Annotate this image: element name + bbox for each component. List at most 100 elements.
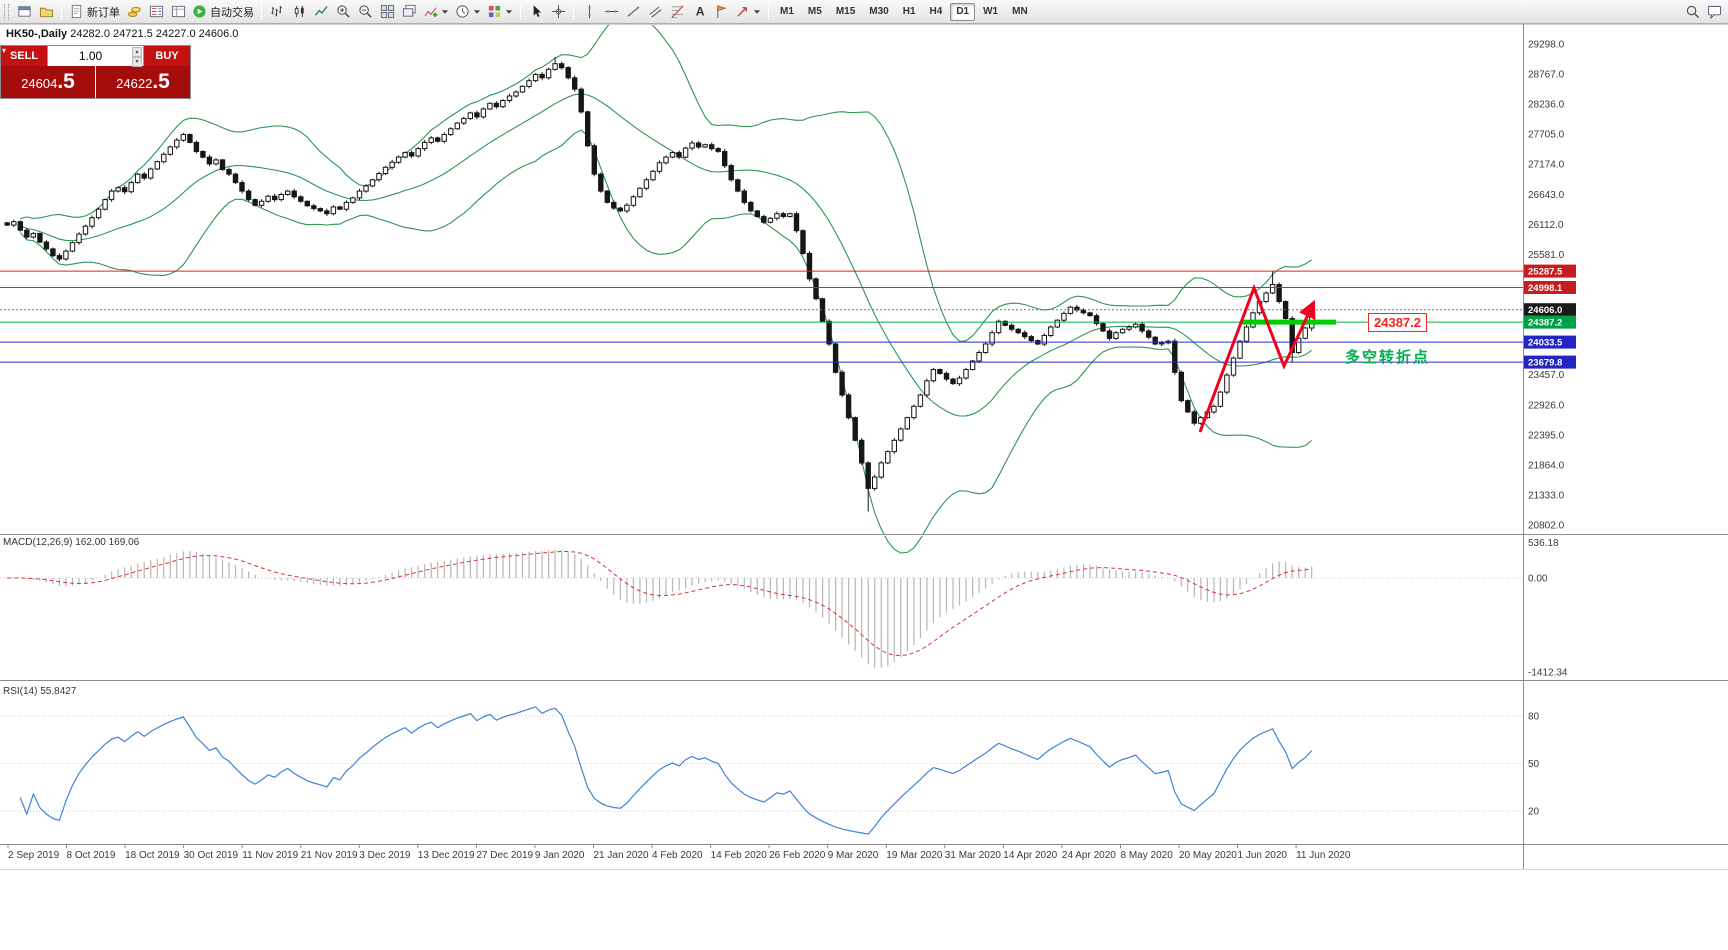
collapse-caret-icon[interactable]: ▾ [2, 46, 7, 55]
svg-text:20: 20 [1528, 807, 1540, 818]
trendline-button[interactable] [622, 2, 644, 22]
new-order-button[interactable]: 新订单 [66, 2, 123, 22]
arrange-windows-button[interactable] [398, 2, 420, 22]
zoom-in-icon [336, 4, 351, 19]
clock-icon [455, 4, 470, 19]
timeframe-mn[interactable]: MN [1012, 6, 1028, 17]
line-chart-button[interactable] [310, 2, 332, 22]
arrow-draw-icon [735, 4, 750, 19]
auto-trading-button[interactable]: 自动交易 [189, 2, 257, 22]
chevron-down-icon [441, 9, 449, 15]
svg-text:27174.0: 27174.0 [1528, 160, 1565, 171]
text-tool-button[interactable] [688, 2, 710, 22]
channel-icon [648, 4, 663, 19]
svg-text:21 Nov 2019: 21 Nov 2019 [301, 850, 358, 861]
one-click-trading-panel: ▾ SELL ▲ ▼ BUY 24604 .5 24622 .5 [0, 45, 191, 99]
zoom-out-button[interactable] [354, 2, 376, 22]
sell-button[interactable]: SELL [1, 46, 47, 66]
indicators-button[interactable] [420, 2, 452, 22]
toolbar-grip[interactable] [4, 3, 9, 20]
price-axis[interactable]: 29298.0 28767.0 28236.0 27705.0 27174.0 26643… [1524, 40, 1576, 532]
svg-text:11 Jun 2020: 11 Jun 2020 [1296, 850, 1351, 861]
svg-text:23679.8: 23679.8 [1528, 358, 1562, 369]
new-order-icon [69, 4, 84, 19]
label-tool-button[interactable] [710, 2, 732, 22]
svg-text:11 Nov 2019: 11 Nov 2019 [242, 850, 298, 861]
channel-button[interactable] [644, 2, 666, 22]
svg-text:22395.0: 22395.0 [1528, 430, 1565, 441]
vertical-line-button[interactable] [578, 2, 600, 22]
timeframe-m5[interactable]: M5 [807, 6, 822, 17]
svg-text:25287.5: 25287.5 [1528, 267, 1563, 278]
label-icon [714, 4, 729, 19]
horizontal-line-button[interactable] [600, 2, 622, 22]
tile-windows-button[interactable] [376, 2, 398, 22]
templates-button[interactable] [484, 2, 516, 22]
volume-down-arrow[interactable]: ▼ [132, 57, 142, 67]
svg-text:28767.0: 28767.0 [1528, 70, 1565, 81]
candlestick-chart-button[interactable] [288, 2, 310, 22]
buy-button[interactable]: BUY [144, 46, 190, 66]
cursor-button[interactable] [525, 2, 547, 22]
svg-text:536.18: 536.18 [1528, 538, 1559, 549]
timeframe-m30[interactable]: M30 [869, 6, 889, 17]
timeframe-m1[interactable]: M1 [780, 6, 794, 17]
profiles-icon [39, 4, 54, 19]
crosshair-button[interactable] [547, 2, 569, 22]
sell-price-button[interactable]: 24604 .5 [1, 66, 95, 98]
svg-text:27 Dec 2019: 27 Dec 2019 [476, 850, 533, 861]
horizontal-line-icon [604, 4, 619, 19]
svg-text:8 May 2020: 8 May 2020 [1121, 850, 1174, 861]
svg-text:13 Dec 2019: 13 Dec 2019 [418, 850, 475, 861]
svg-text:26 Feb 2020: 26 Feb 2020 [769, 850, 826, 861]
bollinger-bands [19, 24, 1313, 554]
candlestick-icon [292, 4, 307, 19]
timeframe-d1[interactable]: D1 [950, 2, 976, 21]
time-axis[interactable]: 2 Sep 2019 8 Oct 2019 18 Oct 2019 30 Oct 20… [7, 844, 1351, 861]
profiles-button[interactable] [35, 2, 57, 22]
text-icon [692, 4, 707, 19]
new-chart-button[interactable] [13, 2, 35, 22]
crosshair-icon [551, 4, 566, 19]
volume-input[interactable] [48, 46, 143, 66]
svg-text:9 Mar 2020: 9 Mar 2020 [828, 850, 879, 861]
vertical-line-icon [582, 4, 597, 19]
svg-text:20802.0: 20802.0 [1528, 521, 1565, 532]
sell-price-main: 24604 [21, 76, 58, 91]
volume-up-arrow[interactable]: ▲ [132, 47, 142, 57]
new-order-label: 新订单 [87, 6, 120, 19]
chart-window: 536.18 0.00 -1412.34 80 50 20 29298.0 28767.0… [0, 24, 1728, 950]
svg-text:14 Feb 2020: 14 Feb 2020 [711, 850, 768, 861]
fibonacci-button[interactable] [666, 2, 688, 22]
search-button[interactable] [1681, 2, 1703, 22]
panel-borders [0, 24, 1728, 870]
svg-text:19 Mar 2020: 19 Mar 2020 [886, 850, 943, 861]
zoom-out-icon [358, 4, 373, 19]
ideas-button[interactable] [1703, 2, 1725, 22]
data-window-button[interactable] [167, 2, 189, 22]
timeframe-h4[interactable]: H4 [929, 6, 943, 17]
macd-label: MACD(12,26,9) 162.00 169.06 [3, 537, 140, 548]
arrows-tool-button[interactable] [732, 2, 764, 22]
market-watch-button[interactable] [145, 2, 167, 22]
svg-text:24387.2: 24387.2 [1528, 318, 1562, 329]
macd-panel: 536.18 0.00 -1412.34 [0, 538, 1568, 679]
bar-chart-button[interactable] [266, 2, 288, 22]
symbol-period-label: HK50-,Daily [6, 28, 68, 40]
svg-text:21864.0: 21864.0 [1528, 461, 1565, 472]
svg-text:50: 50 [1528, 759, 1540, 770]
cascade-icon [402, 4, 417, 19]
svg-text:-1412.34: -1412.34 [1528, 668, 1568, 679]
play-icon [192, 4, 207, 19]
timeframe-w1[interactable]: W1 [983, 6, 999, 17]
chevron-down-icon [753, 9, 761, 15]
periods-button[interactable] [452, 2, 484, 22]
auto-trading-label: 自动交易 [210, 6, 254, 19]
cursor-icon [529, 4, 544, 19]
timeframe-m15[interactable]: M15 [835, 6, 856, 17]
chat-icon [1707, 4, 1722, 19]
timeframe-h1[interactable]: H1 [902, 6, 916, 17]
deposit-button[interactable] [123, 2, 145, 22]
zoom-in-button[interactable] [332, 2, 354, 22]
buy-price-button[interactable]: 24622 .5 [96, 66, 190, 98]
